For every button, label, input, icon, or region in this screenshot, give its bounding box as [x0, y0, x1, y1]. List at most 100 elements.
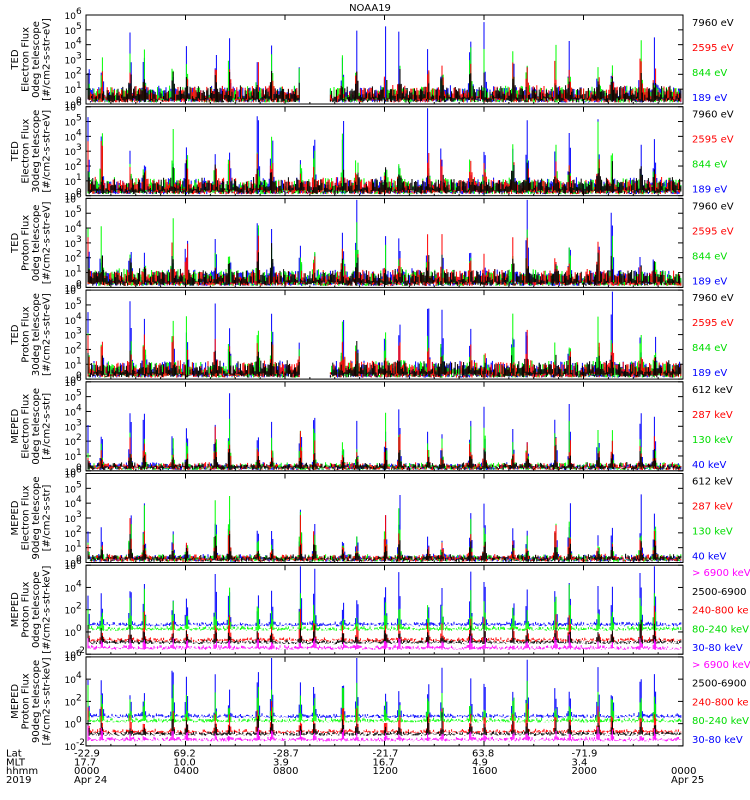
- y-tick-exponent: 5: [76, 297, 82, 307]
- series-trace: [87, 658, 682, 719]
- legend-entry: 7960 eV: [692, 18, 734, 29]
- y-tick-label: 10: [65, 12, 77, 22]
- y-tick-exponent: 6: [76, 466, 82, 476]
- y-tick-label: 10: [65, 698, 77, 708]
- y-tick-exponent: 0: [76, 188, 82, 198]
- y-tick-label: 10: [65, 584, 77, 594]
- legend-entry: 287 keV: [692, 410, 733, 421]
- y-tick-label: 10: [65, 195, 77, 205]
- y-tick-label: 10: [65, 302, 77, 312]
- x-lat-label: -22.9: [74, 749, 100, 760]
- legend-entry: 2595 eV: [692, 43, 734, 54]
- series-trace: [87, 634, 682, 650]
- y-tick-exponent: -2: [76, 738, 85, 748]
- y-tick-label: 10: [65, 163, 77, 173]
- y-axis-label: MEPEDProton Flux0deg telescope[#/cm2-s-s…: [10, 565, 53, 653]
- y-tick-label: 10: [65, 676, 77, 686]
- x-lat-label: -21.7: [373, 749, 399, 760]
- legend-entry: 30-80 keV: [692, 643, 743, 654]
- y-tick-label: 10: [65, 453, 77, 463]
- y-tick-exponent: 4: [76, 495, 82, 505]
- series-trace: [87, 680, 682, 723]
- legend-entry: 2500-6900: [692, 587, 747, 598]
- y-tick-exponent: 6: [76, 190, 82, 200]
- legend-entry: 844 eV: [692, 160, 727, 171]
- y-tick-exponent: 2: [76, 433, 82, 443]
- x-lat-label: -28.7: [273, 749, 299, 760]
- y-tick-label: 10: [65, 42, 77, 52]
- y-tick-label: 10: [65, 500, 77, 510]
- y-tick-label: 10: [65, 560, 77, 570]
- y-tick-exponent: 3: [76, 52, 82, 62]
- y-tick-exponent: 4: [76, 403, 82, 413]
- y-tick-label: 10: [65, 287, 77, 297]
- x-time-label: 0000: [74, 766, 99, 777]
- y-tick-exponent: 0: [76, 716, 82, 726]
- legend-entry: 612 keV: [692, 385, 733, 396]
- legend-entry: 240-800 ke: [692, 697, 749, 708]
- y-tick-label: 10: [65, 71, 77, 81]
- x-mlt-label: 16.7: [373, 757, 395, 768]
- y-tick-label: 10: [65, 27, 77, 37]
- legend-entry: 2595 eV: [692, 226, 734, 237]
- legend-entry: 7960 eV: [692, 201, 734, 212]
- y-tick-label: 10: [65, 361, 77, 371]
- y-tick-exponent: 6: [76, 374, 82, 384]
- y-tick-label: 10: [65, 119, 77, 129]
- legend-entry: 130 keV: [692, 527, 733, 538]
- legend-entry: 40 keV: [692, 552, 726, 563]
- legend-entry: > 6900 keV: [692, 660, 750, 671]
- y-tick-label: 10: [65, 346, 77, 356]
- y-tick-label: 10: [65, 57, 77, 67]
- y-axis-label: MEPEDElectron Flux0deg telescope[#/cm2-s…: [10, 388, 53, 465]
- y-tick-exponent: 4: [76, 220, 82, 230]
- y-tick-label: 10: [65, 654, 77, 664]
- y-axis-label: TEDProton Flux0deg telescope[#/cm2-s-str…: [10, 201, 53, 284]
- y-tick-label: 10: [65, 515, 77, 525]
- x-time-label: 0400: [174, 766, 199, 777]
- y-tick-exponent: 3: [76, 510, 82, 520]
- y-tick-exponent: 0: [76, 96, 82, 106]
- legend-entry: 240-800 ke: [692, 606, 749, 617]
- legend-entry: 189 eV: [692, 276, 727, 287]
- y-tick-exponent: 5: [76, 389, 82, 399]
- y-tick-label: 10: [65, 210, 77, 220]
- y-tick-exponent: 4: [76, 37, 82, 47]
- y-tick-exponent: 2: [76, 250, 82, 260]
- y-tick-label: 10: [65, 255, 77, 265]
- y-tick-exponent: 1: [76, 265, 82, 275]
- y-axis-label: MEPEDProton Flux90deg telescope[#/cm2-s-…: [10, 657, 53, 745]
- y-tick-exponent: 0: [76, 371, 82, 381]
- y-tick-label: 10: [65, 133, 77, 143]
- legend-entry: 189 eV: [692, 93, 727, 104]
- y-axis-label: TEDProton Flux30deg telescope[#/cm2-s-st…: [10, 293, 53, 376]
- y-tick-label: 10: [65, 317, 77, 327]
- x-mlt-label: 17.7: [74, 757, 96, 768]
- x-lat-label: -71.9: [572, 749, 598, 760]
- series-trace: [87, 619, 682, 645]
- legend-entry: 80-240 keV: [692, 716, 749, 727]
- y-tick-label: 10: [65, 438, 77, 448]
- y-tick-label: 10: [65, 545, 77, 555]
- legend-entry: 844 eV: [692, 343, 727, 354]
- y-tick-exponent: -2: [76, 646, 85, 656]
- series-trace: [87, 160, 682, 195]
- y-tick-label: 10: [65, 408, 77, 418]
- x-time-label: 0000: [671, 766, 696, 777]
- y-tick-label: 10: [65, 270, 77, 280]
- y-tick-exponent: 3: [76, 143, 82, 153]
- x-mlt-label: 10.0: [174, 757, 196, 768]
- x-mlt-label: 4.9: [472, 757, 488, 768]
- legend-entry: 189 eV: [692, 368, 727, 379]
- y-tick-exponent: 3: [76, 235, 82, 245]
- y-tick-exponent: 5: [76, 22, 82, 32]
- y-tick-exponent: 4: [76, 312, 82, 322]
- x-time-label: 1600: [472, 766, 497, 777]
- y-tick-label: 10: [65, 423, 77, 433]
